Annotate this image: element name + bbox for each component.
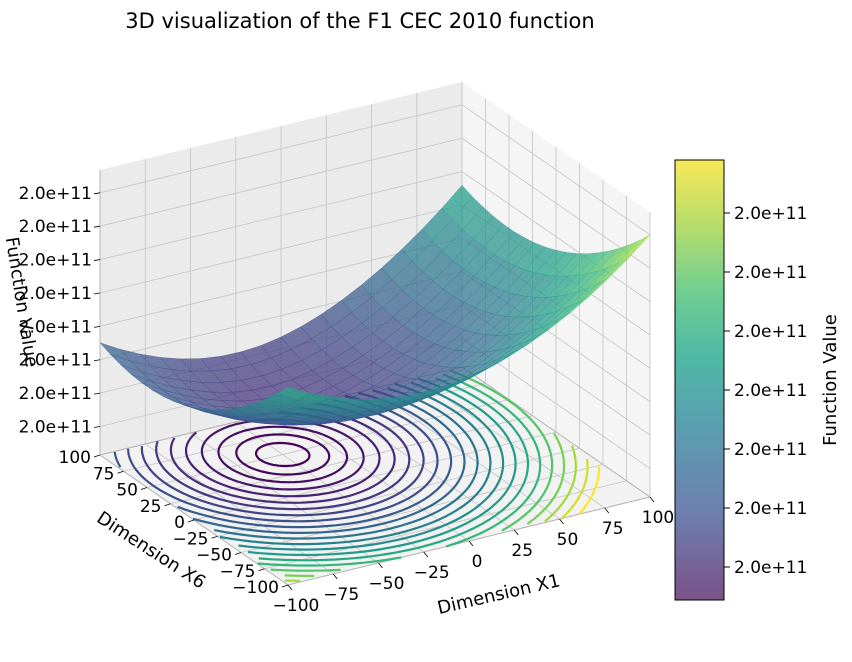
colorbar-tick-label: 2.0e+11 [734, 263, 807, 283]
y-tick-mark [211, 535, 218, 539]
y-tick-label: −100 [232, 578, 279, 598]
x-tick-label: −100 [273, 596, 320, 616]
colorbar-tick-label: 2.0e+11 [734, 558, 807, 578]
x-tick-mark [513, 529, 519, 536]
y-tick-label: 100 [59, 448, 91, 468]
contour-line [192, 416, 466, 535]
chart-title: 3D visualization of the F1 CEC 2010 func… [125, 9, 594, 33]
contour-line [526, 432, 566, 525]
colorbar-tick-label: 2.0e+11 [734, 322, 807, 342]
contour-line [561, 458, 589, 519]
contour-line [155, 427, 411, 511]
y-tick-label: 0 [174, 513, 185, 533]
x-tick-mark [287, 584, 293, 591]
z-tick-mark [93, 292, 101, 295]
x-tick-label: 75 [602, 519, 624, 539]
contour-line [255, 441, 311, 468]
colorbar-tick-label: 2.0e+11 [734, 204, 807, 224]
x-tick-label: 50 [557, 530, 579, 550]
contour-line [270, 568, 341, 572]
z-tick-mark [93, 325, 101, 328]
z-tick-mark [93, 192, 101, 195]
y-tick-mark [281, 584, 289, 588]
y-tick-mark [258, 568, 265, 572]
contour-line [445, 401, 542, 548]
y-tick-mark [117, 470, 124, 474]
x-tick-mark [649, 496, 655, 503]
z-tick-label: 2.0e+11 [19, 317, 92, 337]
x-tick-mark [378, 562, 383, 569]
axis-ticks: −100−75−50−250255075100−100−75−50−250255… [19, 184, 675, 616]
y-tick-label: −25 [173, 529, 209, 549]
x-tick-label: 100 [642, 508, 674, 528]
contour-line [578, 466, 601, 515]
x-tick-label: 25 [511, 541, 533, 561]
x-tick-mark [559, 518, 564, 525]
x-tick-label: −75 [323, 585, 359, 605]
surface-patch [619, 234, 651, 263]
contour-line [177, 419, 453, 529]
contour-line [113, 451, 122, 468]
y-tick-label: −50 [196, 546, 232, 566]
z-tick-mark [93, 359, 101, 362]
y-tick-label: −75 [220, 562, 256, 582]
contour-line [140, 425, 425, 517]
contour-line [217, 425, 349, 484]
z-tick-label: 2.0e+11 [19, 251, 92, 271]
x-axis-label: Dimension X1 [435, 570, 562, 619]
y-tick-mark [140, 487, 148, 490]
x-tick-mark [468, 540, 474, 547]
contour-line [544, 445, 578, 523]
z-tick-label: 2.0e+11 [19, 351, 92, 371]
contour-line [219, 411, 492, 546]
contour-line [284, 574, 315, 577]
z-tick-mark [93, 392, 101, 395]
colorbar-label: Function Value [820, 314, 841, 446]
x-tick-label: −50 [369, 574, 405, 594]
y-tick-label: 50 [116, 481, 138, 501]
surface-mesh [99, 185, 651, 426]
z-tick-mark [93, 225, 101, 228]
contour-line [501, 398, 554, 532]
x-tick-label: −25 [414, 563, 450, 583]
y-tick-label: 25 [140, 497, 162, 517]
y-tick-label: 75 [93, 464, 115, 484]
z-tick-label: 2.0e+11 [19, 217, 92, 237]
y-tick-mark [234, 552, 242, 555]
x-tick-mark [332, 573, 338, 580]
contour-line [238, 408, 505, 551]
y-tick-mark [164, 503, 171, 507]
colorbar: 2.0e+11 2.0e+11 2.0e+11 2.0e+11 2.0e+11 2.0e+… [674, 159, 841, 601]
y-tick-mark [187, 519, 195, 523]
colorbar-tick-label: 2.0e+11 [734, 499, 807, 519]
z-tick-label: 2.0e+11 [19, 418, 92, 438]
contour-line [184, 431, 381, 498]
z-tick-mark [93, 426, 101, 428]
contour-line [258, 403, 530, 562]
colorbar-tick-label: 2.0e+11 [734, 440, 807, 460]
colorbar-tick-label: 2.0e+11 [734, 381, 807, 401]
contour-line [213, 414, 479, 540]
contour-line [247, 406, 517, 557]
colorbar-ticks: 2.0e+11 2.0e+11 2.0e+11 2.0e+11 2.0e+11 2.0e+… [724, 204, 807, 578]
contour-line [235, 433, 331, 476]
x-tick-label: 0 [472, 552, 483, 572]
gridline-z [99, 104, 651, 236]
contour-line [257, 556, 402, 567]
colorbar-gradient [674, 159, 725, 601]
z-tick-label: 2.0e+11 [19, 184, 92, 204]
contour-line [126, 422, 439, 523]
y-tick-mark [93, 454, 101, 458]
x-tick-mark [423, 551, 429, 558]
z-tick-label: 2.0e+11 [19, 384, 92, 404]
gridline-z [99, 137, 651, 269]
contour-line [169, 430, 396, 504]
z-tick-mark [93, 259, 101, 261]
z-tick-label: 2.0e+11 [19, 284, 92, 304]
x-tick-mark [604, 507, 610, 514]
